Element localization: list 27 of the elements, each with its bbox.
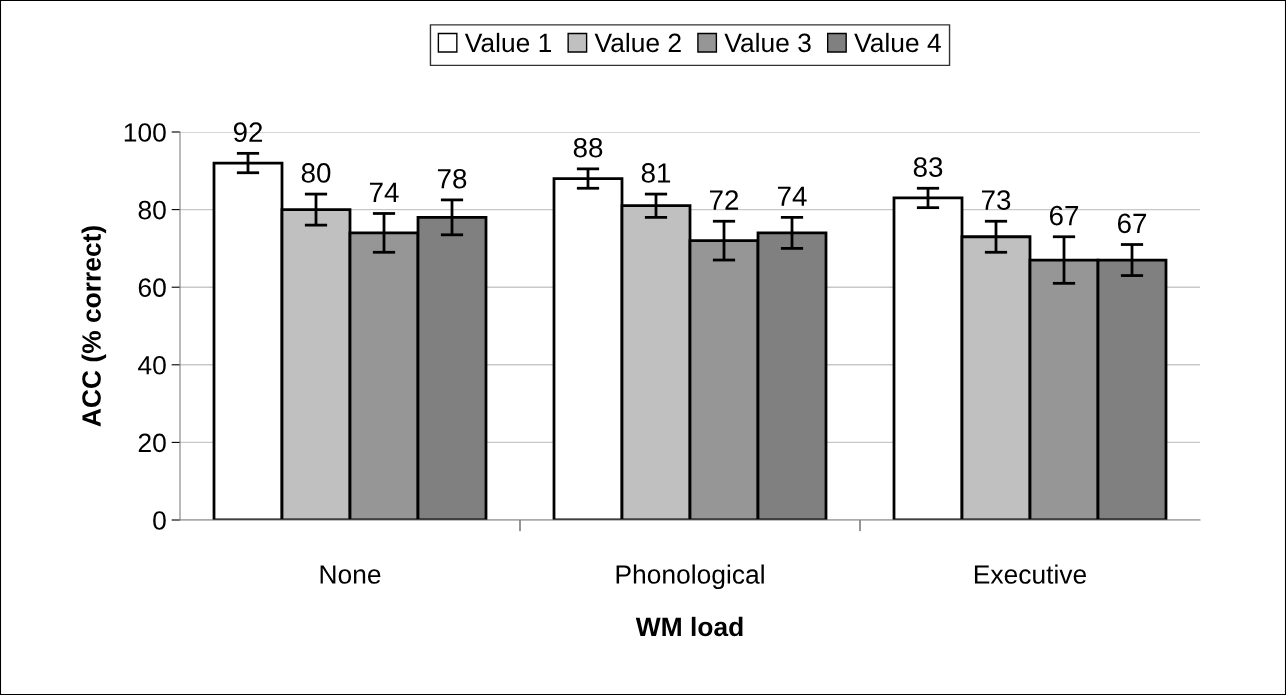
legend-label: Value 1: [464, 32, 552, 53]
x-tick-label: Phonological: [616, 564, 764, 590]
data-label: 92: [233, 122, 263, 143]
data-label: 74: [369, 182, 399, 202]
x-tick-label: None: [320, 565, 381, 584]
x-axis-title: WM load: [635, 616, 743, 637]
y-tick-label: 0: [153, 511, 166, 530]
data-label: 67: [1049, 205, 1079, 226]
data-label: 88: [573, 137, 603, 158]
y-tick-label: 20: [138, 433, 166, 453]
data-label: 81: [641, 163, 671, 183]
legend-label: Value 2: [594, 32, 681, 53]
y-tick-label: 40: [138, 355, 166, 375]
y-tick-label: 80: [138, 200, 166, 220]
data-label: 74: [777, 186, 807, 206]
x-tick-label: Executive: [974, 564, 1087, 584]
data-label: 78: [437, 168, 467, 189]
data-label: 72: [709, 190, 739, 210]
data-label: 83: [913, 157, 943, 177]
data-label: 73: [981, 190, 1011, 210]
y-tick-label: 100: [124, 123, 166, 142]
y-axis-title: ACC (% correct): [81, 226, 107, 427]
y-tick-label: 60: [138, 278, 166, 298]
data-label: 67: [1117, 213, 1147, 234]
legend-label: Value 3: [724, 32, 811, 53]
legend-label: Value 4: [854, 32, 941, 53]
data-label: 80: [301, 163, 331, 183]
